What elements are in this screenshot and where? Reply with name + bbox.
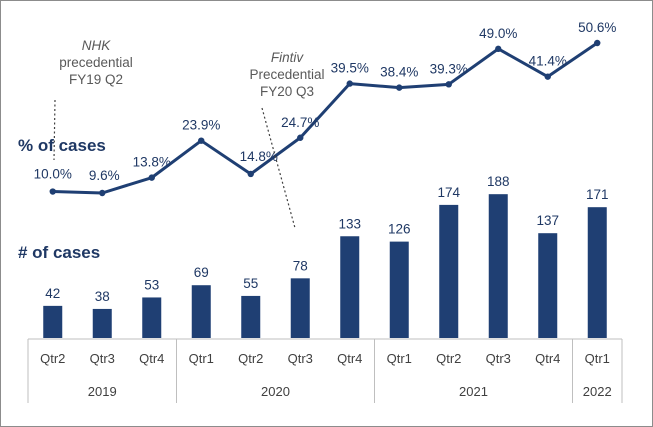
annotation-leader-1 (261, 107, 296, 229)
pct-label-2: 13.8% (133, 155, 171, 170)
category-label-11: Qtr1 (585, 351, 610, 366)
bar-0 (43, 305, 63, 338)
pct-point-6 (346, 80, 353, 87)
pct-point-0 (49, 188, 56, 195)
annotation-1-line-0: Fintiv (271, 50, 305, 65)
pct-label-1: 9.6% (89, 168, 120, 183)
category-label-9: Qtr3 (486, 351, 511, 366)
bar-label-5: 78 (293, 258, 308, 273)
annotation-0-line-0: NHK (82, 38, 111, 53)
annotation-leader-0 (53, 99, 56, 161)
category-label-10: Qtr4 (535, 351, 560, 366)
pct-point-8 (445, 81, 452, 88)
category-label-7: Qtr1 (387, 351, 412, 366)
bar-label-1: 38 (95, 289, 110, 304)
bar-4 (241, 295, 261, 338)
group-label-2: 2021 (459, 384, 488, 399)
pct-label-6: 39.5% (331, 61, 369, 76)
bar-label-9: 188 (487, 174, 510, 189)
pct-point-5 (297, 134, 304, 141)
annotation-0-line-1: precedential (59, 55, 133, 70)
pct-point-2 (148, 174, 155, 181)
group-label-1: 2020 (261, 384, 290, 399)
annotation-1-line-1: Precedential (249, 67, 324, 82)
bar-2 (142, 297, 162, 338)
pct-label-5: 24.7% (281, 115, 319, 130)
category-label-4: Qtr2 (238, 351, 263, 366)
bar-label-8: 174 (437, 185, 460, 200)
bar-label-4: 55 (243, 276, 258, 291)
annotation-1-line-2: FY20 Q3 (260, 84, 314, 99)
group-label-0: 2019 (88, 384, 117, 399)
pct-label-3: 23.9% (182, 118, 220, 133)
bar-label-6: 133 (338, 216, 361, 231)
bar-label-2: 53 (144, 277, 159, 292)
bar-8 (439, 204, 459, 338)
pct-series-label: % of cases (18, 136, 106, 155)
pct-label-4: 14.8% (240, 149, 278, 164)
pct-label-8: 39.3% (430, 61, 468, 76)
pct-point-9 (495, 45, 502, 53)
bar-label-7: 126 (388, 222, 411, 237)
category-label-0: Qtr2 (40, 351, 65, 366)
bar-label-0: 42 (45, 286, 60, 301)
bar-label-11: 171 (586, 187, 609, 202)
annotation-0-line-2: FY19 Q2 (69, 72, 123, 87)
group-label-3: 2022 (583, 384, 612, 399)
category-label-3: Qtr1 (189, 351, 214, 366)
pct-point-3 (198, 137, 205, 144)
bar-1 (92, 308, 112, 338)
category-label-2: Qtr4 (139, 351, 164, 366)
pct-point-1 (99, 189, 106, 197)
pct-point-4 (247, 170, 254, 178)
count-series-label: # of cases (18, 243, 100, 262)
category-label-5: Qtr3 (288, 351, 313, 366)
pct-label-0: 10.0% (34, 167, 72, 182)
pct-point-7 (396, 84, 403, 91)
bar-7 (389, 241, 409, 338)
pct-line (52, 41, 599, 195)
pct-label-7: 38.4% (380, 65, 418, 80)
bar-3 (191, 285, 211, 338)
pct-label-10: 41.4% (529, 54, 567, 69)
bar-6 (340, 236, 360, 338)
pct-label-11: 50.6% (578, 20, 616, 35)
bar-label-10: 137 (536, 213, 559, 228)
bar-9 (488, 194, 508, 338)
bar-5 (290, 278, 310, 338)
bar-10 (538, 233, 558, 338)
pct-label-9: 49.0% (479, 26, 517, 41)
category-label-6: Qtr4 (337, 351, 362, 366)
pct-point-11 (594, 39, 601, 47)
category-label-1: Qtr3 (90, 351, 115, 366)
pct-point-10 (544, 73, 551, 80)
bar-11 (587, 207, 607, 338)
bar-label-3: 69 (194, 265, 209, 280)
category-label-8: Qtr2 (436, 351, 461, 366)
